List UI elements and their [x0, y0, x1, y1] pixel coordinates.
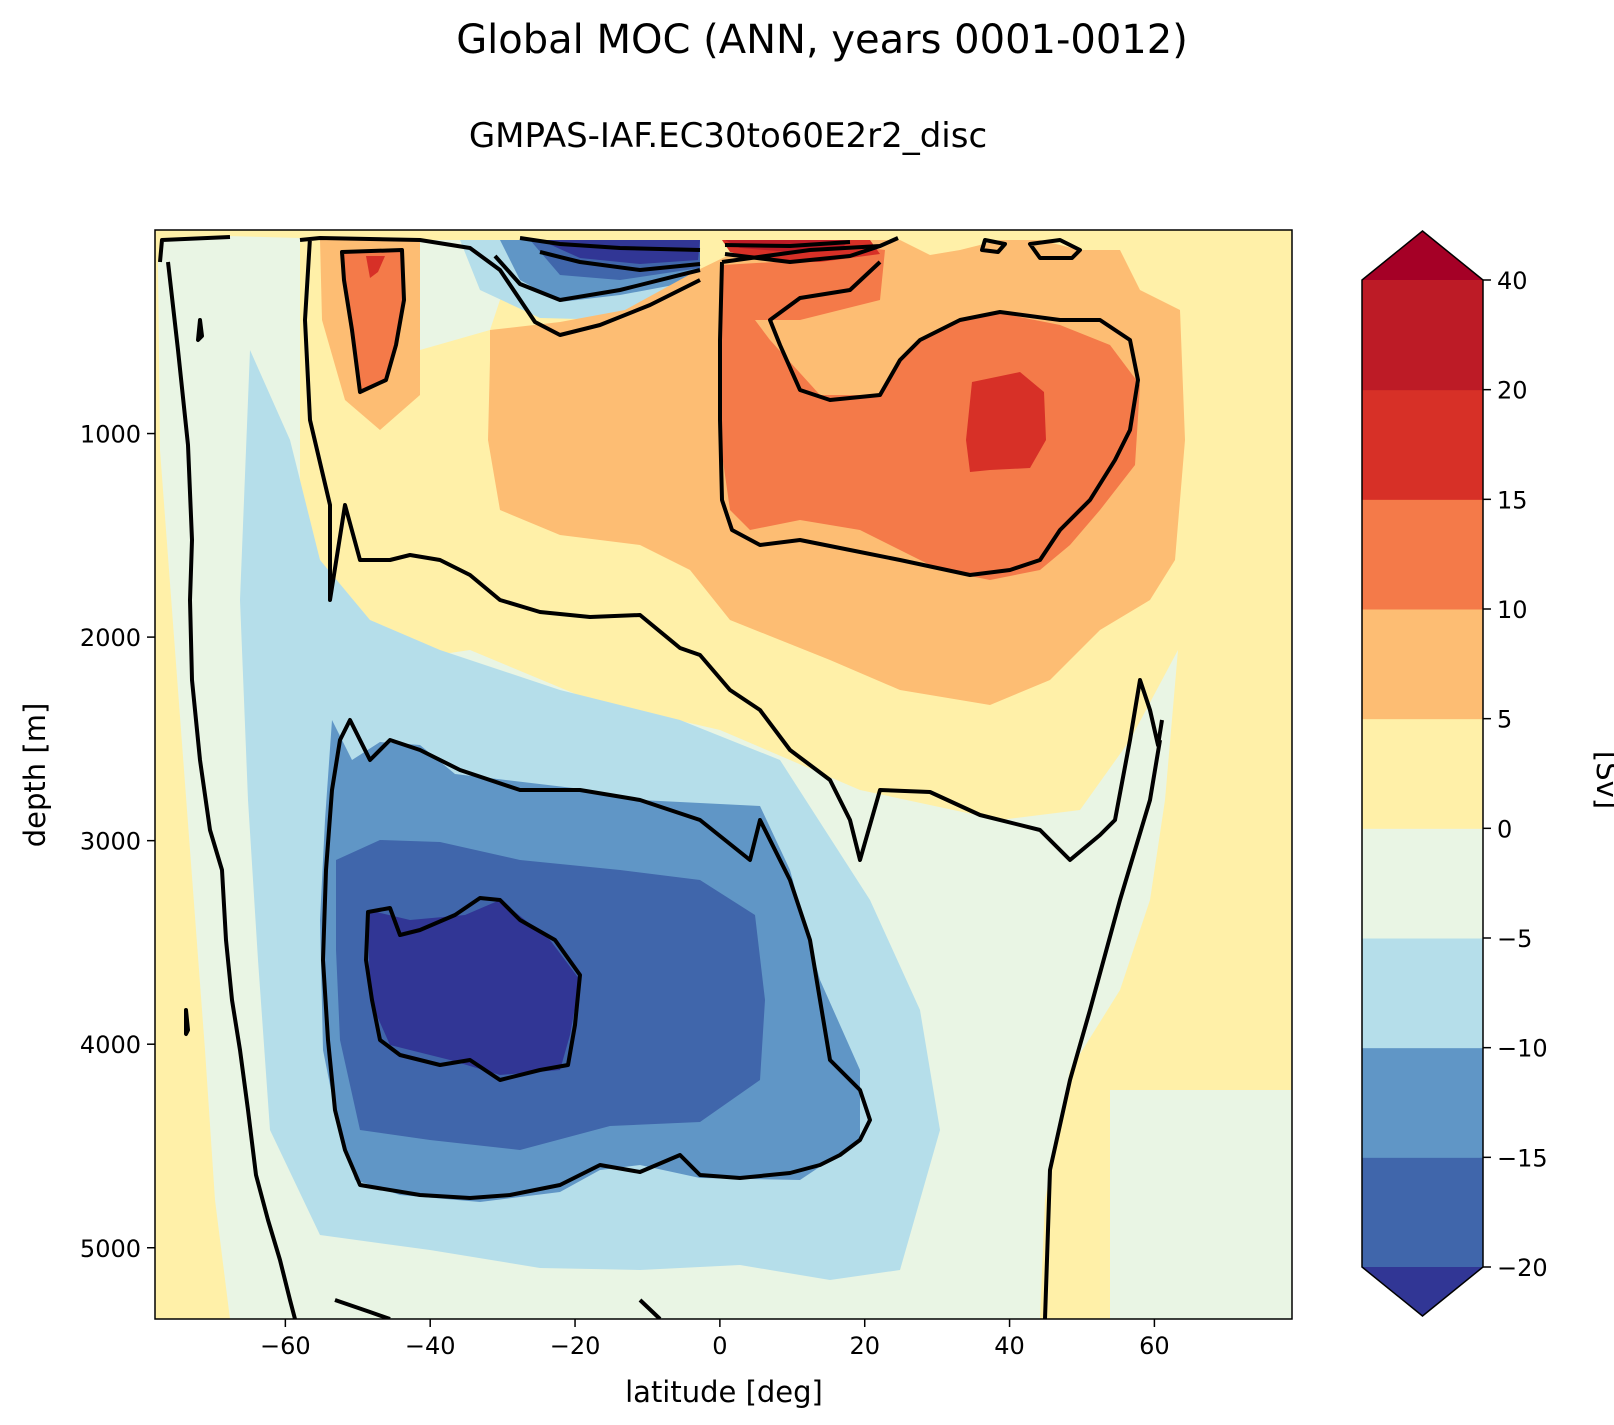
colorbar-segment: [1362, 280, 1483, 391]
colorbar-tick-label: 10: [1497, 596, 1528, 624]
colorbar-tick-label: 40: [1497, 267, 1528, 295]
contour-band-15-to-20-sh: [366, 256, 385, 278]
contour-line-amoc-outer: [718, 236, 1140, 577]
colorbar-tick-label: −15: [1497, 1144, 1548, 1172]
x-axis-label: latitude [deg]: [625, 1375, 823, 1409]
contour-band-15-to-20-main: [966, 372, 1046, 472]
contour-line-minus5: [321, 718, 872, 1200]
colorbar-tick-label: 0: [1497, 815, 1512, 843]
y-axis-label: depth [m]: [18, 703, 52, 848]
chart-title: Global MOC (ANN, years 0001-0012): [456, 17, 1188, 63]
x-tick-label: −20: [550, 1332, 601, 1360]
colorbar-segment: [1362, 828, 1483, 939]
y-axis: 1000 2000 3000 4000 5000: [80, 421, 155, 1263]
x-tick-label: 0: [712, 1332, 727, 1360]
contour-band-10-to-15-main: [720, 248, 1140, 580]
contour-band-below-minus20: [368, 900, 580, 1075]
chart-subtitle: GMPAS-IAF.EC30to60E2r2_disc: [469, 116, 987, 156]
y-tick-label: 5000: [80, 1235, 141, 1263]
colorbar-tick-label: 5: [1497, 706, 1512, 734]
contour-line-southern-cell: [340, 248, 406, 394]
colorbar-extend-max: [1362, 231, 1483, 280]
x-tick-label: 20: [849, 1332, 880, 1360]
colorbar-segment: [1362, 1157, 1483, 1268]
x-tick-label: 60: [1139, 1332, 1170, 1360]
colorbar-tick-label: −20: [1497, 1254, 1548, 1282]
contour-line-minus10: [364, 896, 582, 1082]
colorbar-segment: [1362, 1047, 1483, 1158]
x-tick-label: 40: [994, 1332, 1025, 1360]
colorbar-segment: [1362, 718, 1483, 829]
y-tick-label: 1000: [80, 421, 141, 449]
colorbar-label: [Sv]: [1590, 751, 1614, 809]
contour-line-north-blobs: [184, 238, 1082, 1036]
colorbar-segment: [1362, 609, 1483, 720]
colorbar-extend-min: [1362, 1267, 1483, 1316]
contour-line-zero-main: [299, 236, 1164, 1319]
colorbar-tick-label: 20: [1497, 377, 1528, 405]
y-tick-label: 2000: [80, 624, 141, 652]
colorbar-tick-label: −5: [1497, 925, 1532, 953]
x-tick-label: −60: [260, 1332, 311, 1360]
y-tick-label: 4000: [80, 1031, 141, 1059]
contour-plot-area: [155, 230, 1292, 1319]
plot-frame: [154, 229, 1293, 1320]
contour-line-bottom: [334, 1298, 662, 1319]
colorbar-tick-label: −10: [1497, 1035, 1548, 1063]
colorbar-tick-label: 15: [1497, 486, 1528, 514]
y-tick-label: 3000: [80, 828, 141, 856]
colorbar: −20 −15 −10 −5 0 5 10 15 20 40: [1361, 230, 1548, 1317]
colorbar-segment: [1362, 389, 1483, 500]
x-tick-label: −40: [405, 1332, 456, 1360]
x-axis: −60 −40 −20 0 20 40 60: [260, 1319, 1170, 1360]
contour-band-zero-to-minus5-ne: [1110, 1090, 1292, 1319]
contour-lines: [158, 235, 1164, 1319]
contour-line-zero-west: [158, 235, 297, 1319]
contour-line-tropical-north: [724, 240, 881, 264]
colorbar-segment: [1362, 938, 1483, 1049]
colorbar-segment: [1362, 499, 1483, 610]
contour-line-tropical-south: [493, 236, 701, 302]
